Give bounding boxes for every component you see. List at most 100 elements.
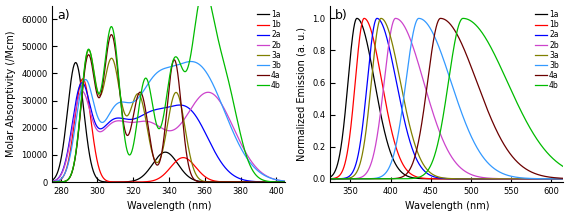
- Line: 3a: 3a: [52, 50, 294, 182]
- 2b: [286, 180, 293, 183]
- 2a: [568, 178, 569, 180]
- 1a: [347, 51, 354, 54]
- 3a: [568, 178, 569, 180]
- 4b: [286, 181, 293, 183]
- 2a: [142, 112, 149, 115]
- 1a: [142, 172, 149, 175]
- 2a: [415, 161, 422, 163]
- 1a: [319, 178, 325, 180]
- 2a: [319, 178, 325, 180]
- 2a: [49, 180, 56, 183]
- 3b: [77, 94, 84, 97]
- 4b: [362, 178, 369, 180]
- 3a: [291, 181, 298, 183]
- 3b: [426, 25, 432, 27]
- 3a: [319, 178, 325, 180]
- 4b: [142, 77, 149, 80]
- 1a: [563, 178, 569, 180]
- 4a: [142, 107, 149, 110]
- 2b: [426, 98, 432, 100]
- 1b: [426, 177, 432, 180]
- Line: 2b: 2b: [322, 18, 569, 179]
- 4a: [108, 33, 115, 36]
- 3b: [91, 104, 98, 107]
- Y-axis label: Molar Absorptivity (/Mcm): Molar Absorptivity (/Mcm): [6, 31, 15, 157]
- 4b: [425, 168, 432, 171]
- 1a: [49, 179, 56, 181]
- 2b: [563, 178, 569, 180]
- 1a: [415, 177, 422, 180]
- 2a: [77, 84, 84, 86]
- 2b: [362, 173, 369, 176]
- 1b: [142, 181, 149, 183]
- 2a: [537, 178, 543, 180]
- 4b: [537, 142, 543, 145]
- 2a: [374, 17, 381, 20]
- 3b: [152, 73, 159, 75]
- 1a: [77, 78, 84, 80]
- 3a: [142, 115, 149, 118]
- 1a: [152, 158, 159, 161]
- Text: b): b): [335, 9, 348, 22]
- 4b: [152, 120, 159, 122]
- 3a: [49, 181, 56, 183]
- Legend: 1a, 1b, 2a, 2b, 3a, 3b, 4a, 4b: 1a, 1b, 2a, 2b, 3a, 3b, 4a, 4b: [257, 9, 282, 91]
- 1a: [568, 178, 569, 180]
- 3a: [563, 178, 569, 180]
- 3a: [152, 160, 159, 163]
- 3b: [362, 178, 369, 180]
- Line: 3a: 3a: [322, 18, 569, 179]
- 1b: [361, 17, 368, 20]
- 4b: [563, 167, 569, 170]
- 2b: [152, 123, 159, 126]
- 1b: [91, 144, 98, 146]
- 2b: [291, 181, 298, 183]
- 3b: [49, 181, 56, 183]
- 1b: [415, 176, 422, 179]
- 3b: [568, 178, 569, 180]
- 3a: [286, 181, 293, 183]
- 1b: [80, 77, 86, 80]
- 3b: [291, 180, 298, 183]
- 3b: [347, 178, 354, 180]
- 2b: [77, 92, 84, 95]
- 4b: [460, 17, 467, 20]
- 2a: [91, 120, 98, 122]
- 1b: [347, 127, 354, 129]
- 4a: [286, 181, 293, 183]
- 1b: [77, 84, 84, 87]
- 2a: [563, 178, 569, 180]
- 1b: [49, 181, 56, 183]
- 3b: [260, 174, 267, 176]
- 4a: [49, 181, 56, 183]
- 4a: [537, 174, 543, 176]
- X-axis label: Wavelength (nm): Wavelength (nm): [405, 201, 489, 211]
- 1a: [72, 61, 79, 64]
- 2b: [91, 124, 98, 127]
- 4a: [260, 181, 267, 183]
- 2b: [319, 178, 325, 180]
- Line: 1a: 1a: [322, 18, 569, 179]
- 2a: [286, 181, 293, 183]
- 4a: [291, 181, 298, 183]
- 3a: [77, 115, 84, 117]
- 3a: [415, 152, 422, 155]
- 4a: [152, 162, 159, 165]
- Line: 4b: 4b: [322, 18, 569, 179]
- 3a: [347, 176, 354, 179]
- 4a: [425, 72, 432, 75]
- 1a: [286, 181, 293, 183]
- 4a: [563, 177, 569, 180]
- 1b: [568, 178, 569, 180]
- Line: 3b: 3b: [322, 18, 569, 179]
- 2a: [152, 108, 159, 111]
- 2a: [347, 174, 354, 176]
- 4a: [568, 177, 569, 180]
- Line: 2a: 2a: [322, 18, 569, 179]
- Line: 3b: 3b: [52, 61, 294, 182]
- 4b: [260, 179, 267, 182]
- 3a: [260, 181, 267, 183]
- 3a: [362, 133, 369, 136]
- 4a: [319, 178, 325, 180]
- 2a: [260, 181, 267, 183]
